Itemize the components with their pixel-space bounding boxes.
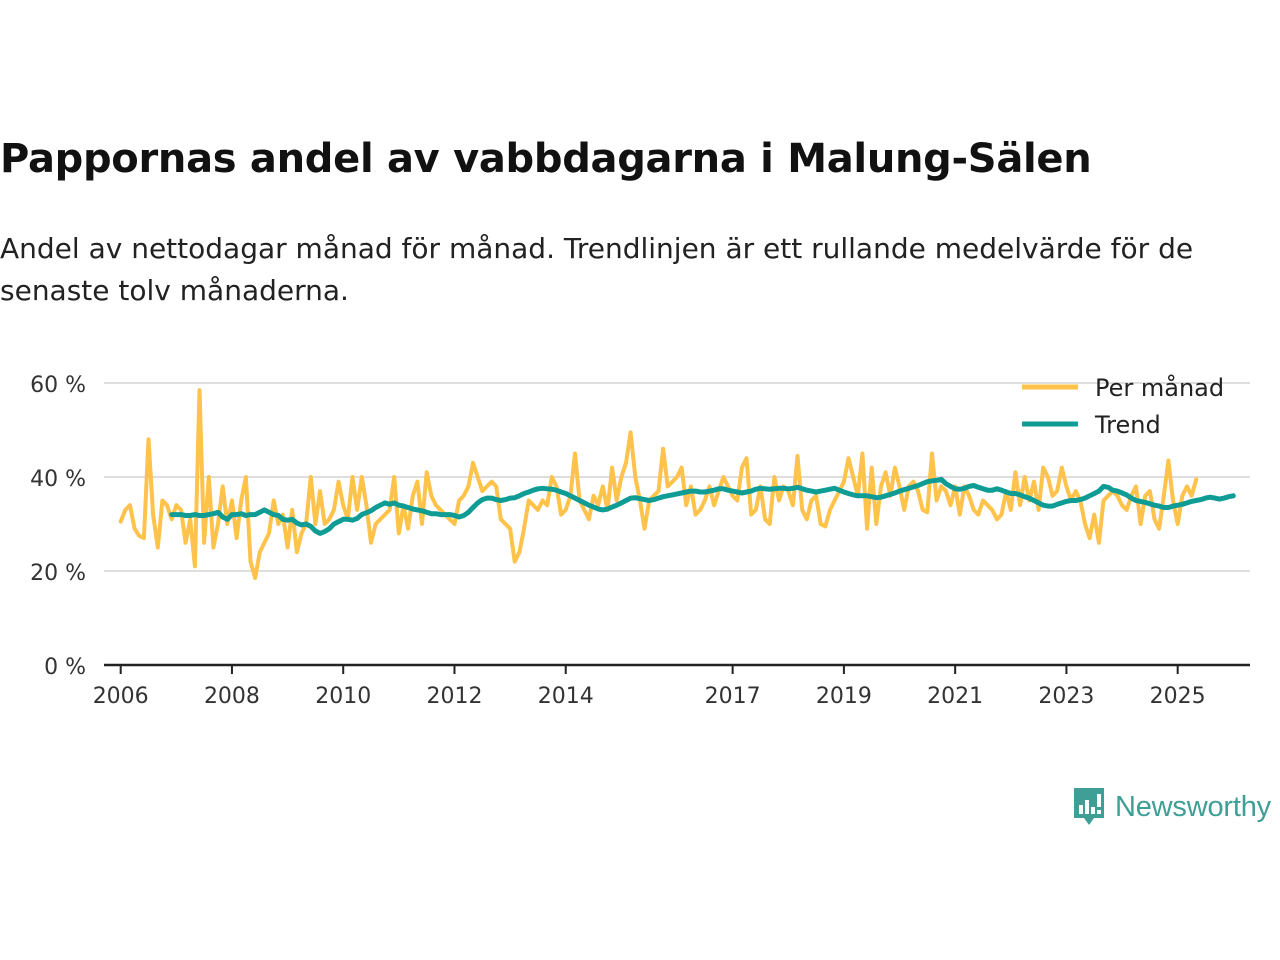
y-tick-label: 40 % xyxy=(30,467,86,492)
y-axis-ticks: 0 % 20 % 40 % 60 % xyxy=(30,373,86,680)
y-tick-label: 60 % xyxy=(30,373,86,398)
x-tick-label: 2012 xyxy=(426,684,482,709)
x-tick-label: 2014 xyxy=(538,684,594,709)
x-tick-label: 2025 xyxy=(1150,684,1206,709)
legend-label-trend: Trend xyxy=(1094,411,1161,439)
series-line-trend xyxy=(169,476,1236,536)
x-tick-label: 2021 xyxy=(927,684,983,709)
chart-legend: Per månad Trend xyxy=(1022,373,1224,439)
x-tick-label: 2023 xyxy=(1038,684,1094,709)
x-tick-label: 2019 xyxy=(816,684,872,709)
y-tick-label: 20 % xyxy=(30,561,86,586)
chart-subtitle: Andel av nettodagar månad för månad. Tre… xyxy=(0,232,1194,307)
x-tick-label: 2008 xyxy=(204,684,260,709)
x-tick-label: 2010 xyxy=(315,684,371,709)
newsworthy-logo: Newsworthy xyxy=(1072,786,1271,828)
newsworthy-logo-icon xyxy=(1074,788,1104,825)
x-axis: 2006 2008 2010 2012 2014 2017 2019 2021 2023 2025 xyxy=(93,663,1250,709)
x-tick-label: 2017 xyxy=(705,684,761,709)
series-line-per-manad xyxy=(118,388,1199,580)
y-tick-label: 0 % xyxy=(44,655,86,680)
newsworthy-logo-text: Newsworthy xyxy=(1115,790,1271,823)
x-tick-label: 2006 xyxy=(93,684,149,709)
chart-series xyxy=(118,388,1236,580)
legend-label-per-manad: Per månad xyxy=(1095,373,1224,402)
chart-title: Pappornas andel av vabbdagarna i Malung-… xyxy=(0,136,1092,182)
